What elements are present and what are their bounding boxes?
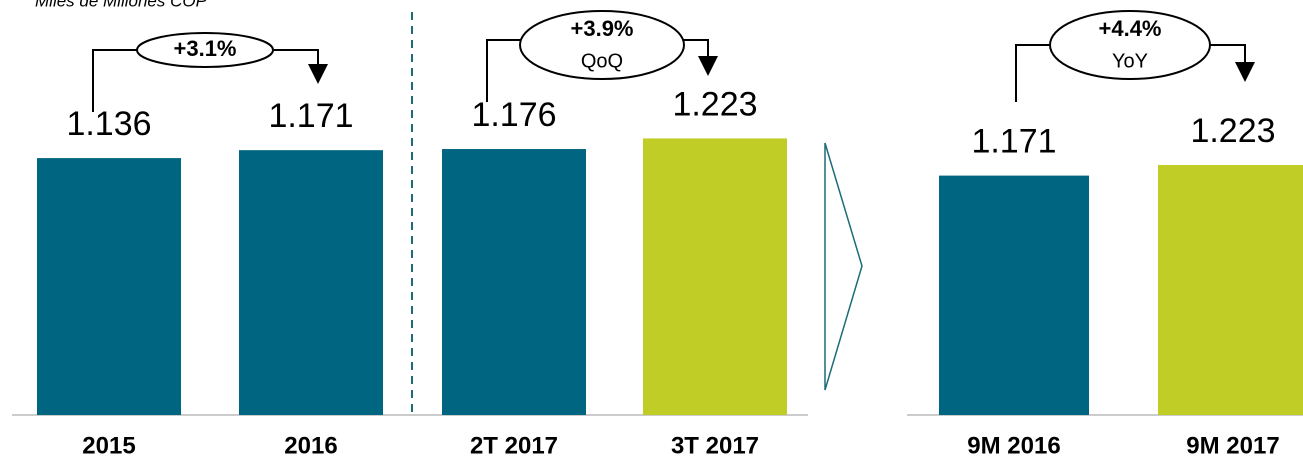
annotation-note: QoQ	[581, 50, 623, 72]
bar	[1158, 164, 1303, 415]
value-label: 1.223	[1190, 112, 1275, 150]
bar	[939, 175, 1089, 415]
bar	[643, 138, 787, 415]
bar	[239, 150, 383, 415]
value-label: 1.136	[66, 105, 151, 143]
annotation: +3.1%	[174, 36, 237, 61]
x-tick-label: 2015	[82, 432, 135, 459]
badge	[1049, 10, 1211, 80]
x-tick-label: 2016	[284, 432, 337, 459]
x-tick-label: 9M 2016	[967, 432, 1060, 459]
subtitle: Miles de Millones COP	[35, 0, 208, 10]
arrow	[824, 142, 863, 391]
badge	[519, 10, 685, 80]
value-label: 1.223	[672, 85, 757, 123]
annotation: +4.4%	[1099, 16, 1162, 41]
x-tick-label: 2T 2017	[470, 432, 558, 459]
x-tick-label: 9M 2017	[1186, 432, 1279, 459]
bar	[442, 149, 586, 415]
annotation-note: YoY	[1112, 50, 1148, 72]
bar	[37, 158, 181, 415]
value-label: 1.171	[268, 97, 353, 135]
annotation: +3.9%	[571, 16, 634, 41]
x-tick-label: 3T 2017	[671, 432, 759, 459]
value-label: 1.176	[471, 96, 556, 134]
badge	[136, 32, 274, 68]
value-label: 1.171	[971, 123, 1056, 161]
